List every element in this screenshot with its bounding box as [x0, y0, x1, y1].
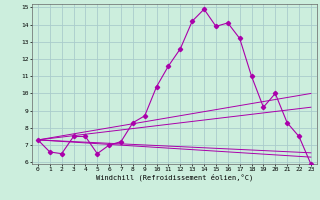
X-axis label: Windchill (Refroidissement éolien,°C): Windchill (Refroidissement éolien,°C) [96, 174, 253, 181]
